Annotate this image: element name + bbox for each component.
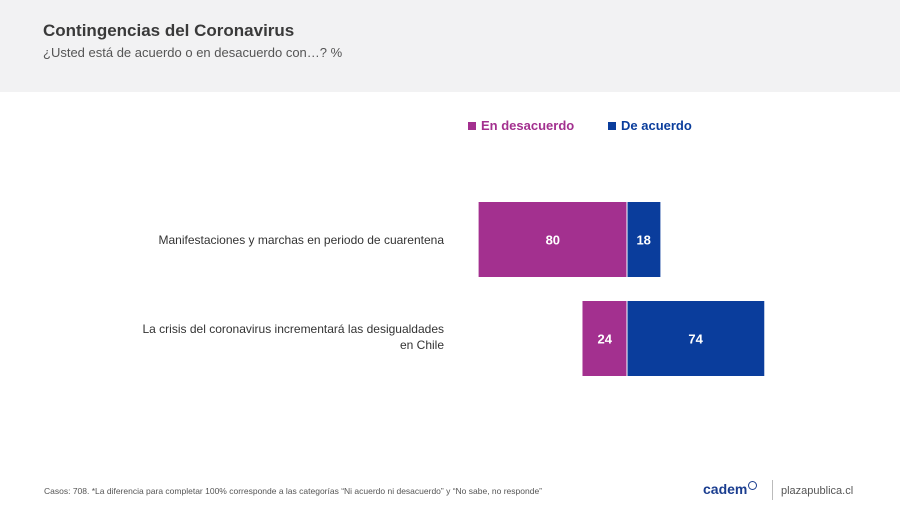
bar-1-en-desacuerdo xyxy=(582,301,627,376)
bar-0-en-desacuerdo xyxy=(478,202,627,277)
category-label-1-line-0: La crisis del coronavirus incrementará l… xyxy=(142,322,445,336)
legend-item-de-acuerdo: De acuerdo xyxy=(608,118,692,133)
legend-swatch-de-acuerdo xyxy=(608,121,616,130)
legend-swatch-en-desacuerdo xyxy=(468,121,476,130)
bar-value-label-1-0: 24 xyxy=(598,332,613,347)
legend-item-en-desacuerdo: En desacuerdo xyxy=(468,118,574,133)
legend-label-en-desacuerdo: En desacuerdo xyxy=(481,118,575,133)
category-label-1-line-1: en Chile xyxy=(399,338,444,352)
page-title: Contingencias del Coronavirus xyxy=(43,21,295,40)
bar-1-de-acuerdo xyxy=(627,301,765,376)
bar-0-de-acuerdo xyxy=(627,202,661,277)
header-band: Contingencias del Coronavirus ¿Usted est… xyxy=(0,0,900,92)
bar-value-label-0-0: 80 xyxy=(546,233,560,248)
category-label-0: Manifestaciones y marchas en periodo de … xyxy=(104,232,444,248)
site-url: plazapublica.cl xyxy=(781,485,854,497)
chart-legend: En desacuerdo De acuerdo xyxy=(0,118,900,138)
footer-note: Casos: 708. *La diferencia para completa… xyxy=(44,486,543,496)
legend-label-de-acuerdo: De acuerdo xyxy=(621,118,692,133)
cadem-logo-text: cadem xyxy=(703,481,748,497)
category-label-1: La crisis del coronavirus incrementará l… xyxy=(104,321,445,353)
bar-value-label-0-1: 18 xyxy=(636,233,650,248)
cadem-logo: cadem xyxy=(703,481,758,497)
page-subtitle: ¿Usted está de acuerdo o en desacuerdo c… xyxy=(43,45,343,60)
bar-value-label-1-1: 74 xyxy=(688,332,703,347)
footer-divider xyxy=(772,480,773,500)
cadem-logo-icon xyxy=(748,481,758,490)
category-label-0-line-0: Manifestaciones y marchas en periodo de … xyxy=(158,233,444,247)
